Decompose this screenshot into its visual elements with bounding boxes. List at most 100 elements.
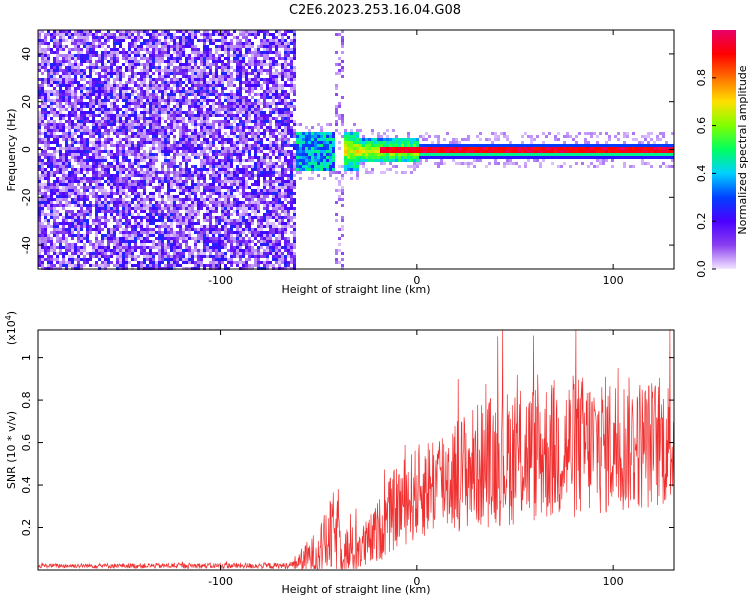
heatmap-cell xyxy=(113,240,116,243)
heatmap-cell xyxy=(92,153,95,156)
heatmap-cell xyxy=(38,126,41,129)
heatmap-cell xyxy=(188,228,191,231)
heatmap-cell xyxy=(224,246,227,249)
heatmap-cell xyxy=(227,174,230,177)
heatmap-cell xyxy=(122,114,125,117)
heatmap-cell xyxy=(110,210,113,213)
heatmap-cell xyxy=(176,255,179,258)
heatmap-cell xyxy=(92,186,95,189)
heatmap-cell xyxy=(209,126,212,129)
heatmap-cell xyxy=(116,189,119,192)
heatmap-cell xyxy=(146,63,149,66)
heatmap-cell xyxy=(182,63,185,66)
heatmap-cell xyxy=(95,225,98,228)
heatmap-cell xyxy=(86,240,89,243)
heatmap-cell xyxy=(161,132,164,135)
heatmap-cell xyxy=(128,261,131,264)
heatmap-cell xyxy=(254,192,257,195)
heatmap-cell xyxy=(179,249,182,252)
heatmap-cell xyxy=(41,213,44,216)
heatmap-cell xyxy=(71,135,74,138)
heatmap-cell xyxy=(218,150,221,153)
heatmap-cell xyxy=(197,222,200,225)
heatmap-cell xyxy=(110,105,113,108)
heatmap-cell xyxy=(161,231,164,234)
heatmap-cell xyxy=(119,240,122,243)
heatmap-cell xyxy=(188,147,191,150)
heatmap-cell xyxy=(65,240,68,243)
heatmap-cell xyxy=(59,117,62,120)
heatmap-cell xyxy=(212,192,215,195)
heatmap-cell xyxy=(62,204,65,207)
heatmap-cell xyxy=(245,123,248,126)
heatmap-cell xyxy=(113,237,116,240)
heatmap-cell xyxy=(185,225,188,228)
heatmap-cell xyxy=(158,117,161,120)
heatmap-cell xyxy=(68,87,71,90)
heatmap-cell xyxy=(158,105,161,108)
heatmap-cell xyxy=(206,114,209,117)
heatmap-cell xyxy=(167,219,170,222)
heatmap-cell xyxy=(140,96,143,99)
heatmap-cell xyxy=(116,222,119,225)
heatmap-cell xyxy=(152,255,155,258)
heatmap-cell xyxy=(218,192,221,195)
heatmap-cell xyxy=(104,111,107,114)
heatmap-cell xyxy=(152,231,155,234)
heatmap-cell xyxy=(158,39,161,42)
heatmap-cell xyxy=(155,51,158,54)
heatmap-cell xyxy=(59,45,62,48)
heatmap-cell xyxy=(56,201,59,204)
heatmap-cell xyxy=(65,261,68,264)
heatmap-cell xyxy=(98,246,101,249)
heatmap-cell xyxy=(221,30,224,33)
heatmap-cell xyxy=(218,135,221,138)
heatmap-cell xyxy=(65,102,68,105)
heatmap-cell xyxy=(164,81,167,84)
heatmap-cell xyxy=(44,174,47,177)
heatmap-cell xyxy=(164,150,167,153)
heatmap-cell xyxy=(269,57,272,60)
heatmap-cell xyxy=(98,186,101,189)
heatmap-cell xyxy=(122,240,125,243)
heatmap-cell xyxy=(134,66,137,69)
heatmap-cell xyxy=(251,90,254,93)
heatmap-cell xyxy=(155,81,158,84)
heatmap-cell xyxy=(269,162,272,165)
heatmap-cell xyxy=(116,240,119,243)
heatmap-cell xyxy=(257,135,260,138)
heatmap-cell xyxy=(41,117,44,120)
heatmap-cell xyxy=(149,228,152,231)
heatmap-cell xyxy=(224,222,227,225)
heatmap-cell xyxy=(134,57,137,60)
heatmap-cell xyxy=(212,153,215,156)
heatmap-cell xyxy=(254,33,257,36)
heatmap-cell xyxy=(80,222,83,225)
heatmap-cell xyxy=(152,132,155,135)
heatmap-cell xyxy=(62,219,65,222)
heatmap-cell xyxy=(125,177,128,180)
heatmap-cell xyxy=(104,252,107,255)
heatmap-cell xyxy=(224,69,227,72)
heatmap-cell xyxy=(206,243,209,246)
heatmap-cell xyxy=(170,159,173,162)
heatmap-cell xyxy=(191,153,194,156)
heatmap-cell xyxy=(206,63,209,66)
heatmap-cell xyxy=(119,195,122,198)
heatmap-cell xyxy=(191,36,194,39)
heatmap-cell xyxy=(98,114,101,117)
heatmap-cell xyxy=(248,57,251,60)
heatmap-cell xyxy=(227,66,230,69)
heatmap-cell xyxy=(110,183,113,186)
heatmap-cell xyxy=(194,129,197,132)
heatmap-cell xyxy=(140,171,143,174)
heatmap-cell xyxy=(41,207,44,210)
heatmap-cell xyxy=(122,162,125,165)
heatmap-cell xyxy=(107,30,110,33)
heatmap-cell xyxy=(242,159,245,162)
heatmap-cell xyxy=(206,228,209,231)
heatmap-cell xyxy=(104,48,107,51)
heatmap-cell xyxy=(44,243,47,246)
heatmap-cell xyxy=(113,264,116,267)
heatmap-cell xyxy=(98,99,101,102)
